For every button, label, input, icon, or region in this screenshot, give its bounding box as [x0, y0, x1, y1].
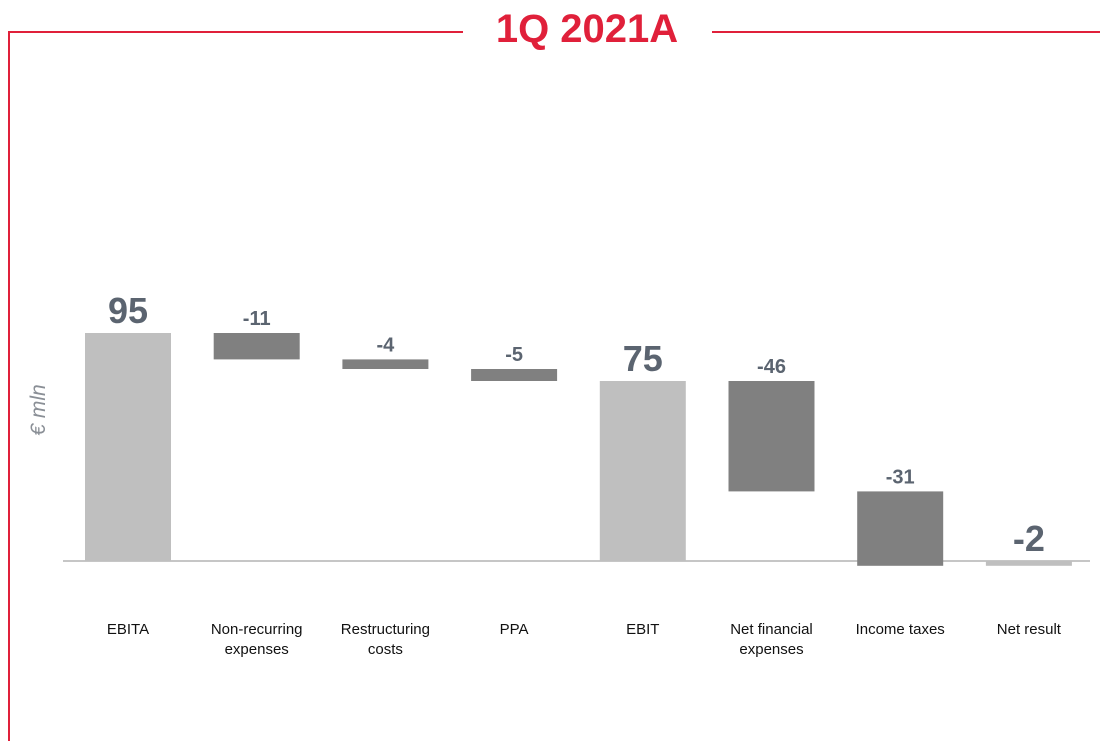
value-label: -5 [505, 344, 523, 366]
value-label: 95 [108, 290, 148, 331]
value-label: -2 [1013, 518, 1045, 559]
chart-title: 1Q 2021A [496, 7, 678, 51]
value-label: -46 [757, 356, 786, 378]
x-tick-label: Restructuring costs [340, 621, 430, 658]
bar [85, 333, 171, 561]
bar [342, 359, 429, 369]
value-label: 75 [623, 338, 663, 379]
bar [857, 491, 944, 566]
x-tick-label: Net financial expenses [730, 621, 813, 658]
bar [471, 369, 558, 381]
bar [599, 381, 686, 561]
x-tick-label: PPA [499, 621, 529, 638]
value-label: -4 [377, 334, 396, 356]
y-axis-label: € mln [27, 384, 50, 435]
bar [985, 561, 1072, 566]
value-label: -31 [886, 466, 915, 488]
bar [728, 381, 815, 492]
bar [213, 333, 300, 360]
value-label: -11 [243, 308, 271, 330]
x-tick-label: EBIT [626, 621, 660, 638]
x-tick-label: Income taxes [855, 621, 945, 638]
x-tick-label: Non-recurring expenses [210, 621, 303, 658]
x-tick-label: Net result [996, 621, 1061, 638]
x-tick-label: EBITA [106, 621, 150, 638]
